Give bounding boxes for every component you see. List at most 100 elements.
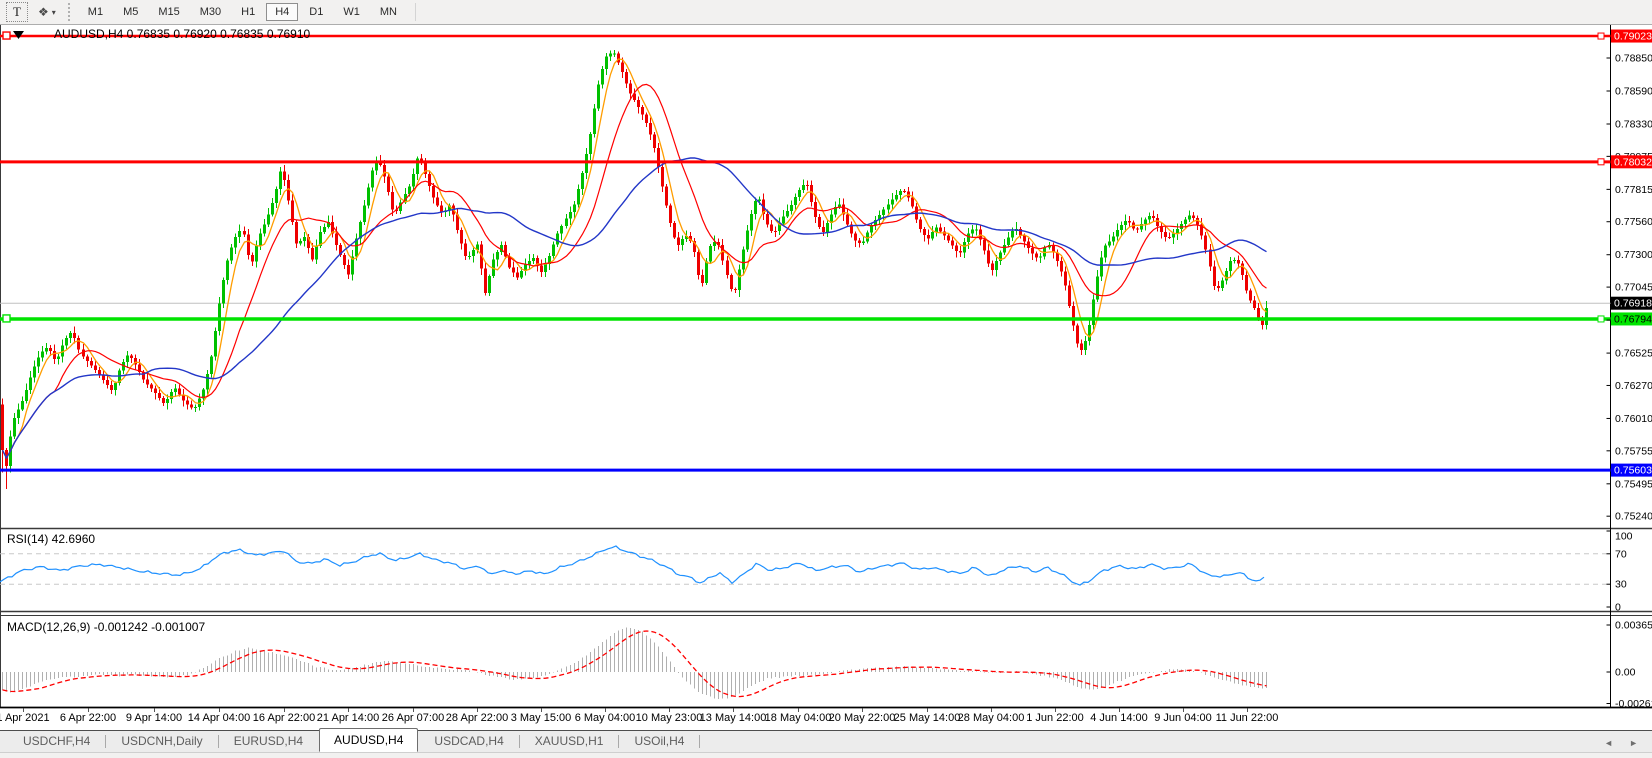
text-tool-icon: T — [13, 4, 21, 19]
chart-tab-bar: USDCHF,H4 USDCNH,Daily EURUSD,H4 AUDUSD,H4 U… — [0, 728, 1652, 752]
chart-tab-usdcad-h4[interactable]: USDCAD,H4 — [434, 734, 504, 748]
svg-text:0.79023: 0.79023 — [1614, 31, 1652, 43]
svg-text:28 Apr 22:00: 28 Apr 22:00 — [446, 712, 508, 724]
tab-separator — [699, 735, 701, 748]
svg-text:9 Jun 04:00: 9 Jun 04:00 — [1154, 712, 1212, 724]
timeframe-button-h1[interactable]: H1 — [241, 6, 256, 18]
svg-text:18 May 04:00: 18 May 04:00 — [765, 712, 832, 724]
tab-separator — [217, 735, 219, 748]
timeframe-button-group: M1 M5 M15 M30 H1 H4 D1 W1 MN — [78, 3, 407, 21]
price-badge — [1611, 296, 1652, 310]
toolbar-separator — [414, 3, 416, 21]
svg-text:25 May 14:00: 25 May 14:00 — [894, 712, 961, 724]
status-strip — [0, 752, 1652, 758]
svg-text:10 May 23:00: 10 May 23:00 — [636, 712, 703, 724]
timeframe-button-m1[interactable]: M1 — [87, 6, 104, 18]
svg-text:6 May 04:00: 6 May 04:00 — [575, 712, 636, 724]
candles-layer — [1, 49, 1268, 490]
svg-text:1 Jun 22:00: 1 Jun 22:00 — [1026, 712, 1084, 724]
svg-text:100: 100 — [1615, 531, 1633, 543]
svg-text:6 Apr 22:00: 6 Apr 22:00 — [60, 712, 116, 724]
svg-text:70: 70 — [1615, 548, 1627, 560]
toolbar-grip — [67, 3, 70, 21]
timeframe-button-mn[interactable]: MN — [379, 6, 397, 18]
price-badge — [1611, 463, 1652, 477]
timeframe-button-w1[interactable]: W1 — [343, 6, 360, 18]
panel-borders — [0, 24, 1652, 709]
toolbar: T ❖ ▾ M1 M5 M15 M30 H1 H4 D1 W1 MN — [0, 0, 1652, 25]
macd-histogram — [2, 627, 1267, 699]
svg-text:20 May 22:00: 20 May 22:00 — [829, 712, 896, 724]
svg-text:0.76270: 0.76270 — [1615, 380, 1652, 392]
svg-text:9 Apr 14:00: 9 Apr 14:00 — [126, 712, 182, 724]
svg-text:0.76794: 0.76794 — [1614, 313, 1652, 325]
price-badge — [1611, 29, 1652, 43]
svg-text:4 Jun 14:00: 4 Jun 14:00 — [1090, 712, 1148, 724]
svg-text:-0.002611: -0.002611 — [1615, 698, 1652, 710]
tab-separator — [518, 735, 520, 748]
tabs-scroll-right-icon[interactable]: ► — [1629, 738, 1638, 748]
svg-text:0.003658: 0.003658 — [1615, 620, 1652, 632]
chart-tab-eurusd-h4[interactable]: EURUSD,H4 — [233, 734, 304, 748]
svg-text:21 Apr 14:00: 21 Apr 14:00 — [317, 712, 379, 724]
svg-text:14 Apr 04:00: 14 Apr 04:00 — [188, 712, 250, 724]
svg-text:0.78850: 0.78850 — [1615, 53, 1652, 65]
macd-panel: 0.003658 0.00 -0.002611 — [2, 620, 1652, 710]
svg-text:0.78032: 0.78032 — [1614, 156, 1652, 168]
macd-indicator-label: MACD(12,26,9) -0.001242 -0.001007 — [7, 620, 206, 634]
chart-tab-usoil-h4[interactable]: USOil,H4 — [634, 734, 685, 748]
horizontal-levels — [0, 31, 1611, 472]
rsi-panel: 100 70 30 0 — [0, 530, 1633, 614]
svg-text:0.00: 0.00 — [1615, 667, 1636, 679]
timeframe-button-d1[interactable]: D1 — [309, 6, 324, 18]
tabs-scroll-left-icon[interactable]: ◄ — [1604, 738, 1614, 748]
price-badge — [1611, 155, 1652, 169]
svg-text:16 Apr 22:00: 16 Apr 22:00 — [253, 712, 315, 724]
ma-slow-line — [1, 157, 1267, 460]
svg-text:0: 0 — [1615, 602, 1621, 614]
tab-scroll-arrows: ◄ ► — [1604, 739, 1638, 748]
svg-text:3 May 15:00: 3 May 15:00 — [511, 712, 572, 724]
price-badge — [1611, 312, 1652, 326]
text-tool-button[interactable]: T — [6, 2, 28, 22]
chart-title: AUDUSD,H4 0.76835 0.76920 0.76835 0.7691… — [54, 27, 311, 41]
chart-tab-usdcnh-daily[interactable]: USDCNH,Daily — [121, 734, 203, 748]
timeframe-button-h4[interactable]: H4 — [266, 3, 299, 21]
chart-tab-usdchf-h4[interactable]: USDCHF,H4 — [23, 734, 91, 748]
svg-text:0.75240: 0.75240 — [1615, 511, 1652, 523]
svg-text:13 May 14:00: 13 May 14:00 — [700, 712, 767, 724]
svg-text:1 Apr 2021: 1 Apr 2021 — [0, 712, 50, 724]
tab-separator — [618, 735, 620, 748]
svg-text:0.75495: 0.75495 — [1615, 478, 1652, 490]
ma-fast-line — [1, 58, 1267, 460]
timeframe-button-m5[interactable]: M5 — [123, 6, 139, 18]
svg-text:0.77560: 0.77560 — [1615, 216, 1652, 228]
svg-text:11 Jun 22:00: 11 Jun 22:00 — [1216, 712, 1279, 724]
svg-text:0.76918: 0.76918 — [1614, 298, 1652, 310]
svg-text:30: 30 — [1615, 579, 1627, 591]
svg-text:28 May 04:00: 28 May 04:00 — [958, 712, 1025, 724]
date-axis: 1 Apr 2021 6 Apr 22:00 9 Apr 14:00 14 Apr 0… — [0, 708, 1279, 724]
timeframe-button-m15[interactable]: M15 — [158, 6, 180, 18]
chart-tab-audusd-h4[interactable]: AUDUSD,H4 — [319, 728, 419, 752]
rsi-indicator-label: RSI(14) 42.6960 — [7, 532, 96, 546]
tab-separator — [105, 735, 107, 748]
svg-text:0.77300: 0.77300 — [1615, 249, 1652, 261]
chart-tab-xauusd-h1[interactable]: XAUUSD,H1 — [534, 734, 604, 748]
svg-text:0.76525: 0.76525 — [1615, 348, 1652, 360]
svg-text:0.75755: 0.75755 — [1615, 445, 1652, 457]
chart-tab-list: USDCHF,H4 USDCNH,Daily EURUSD,H4 AUDUSD,H4 U… — [10, 728, 702, 752]
arrows-icon: ❖ — [38, 5, 49, 19]
object-anchor-icon — [13, 31, 24, 39]
svg-text:0.75603: 0.75603 — [1614, 465, 1652, 477]
price-axis: 0.788500.785900.783300.780750.778150.775… — [1606, 29, 1652, 523]
chevron-down-icon: ▾ — [51, 7, 56, 17]
timeframe-button-m30[interactable]: M30 — [199, 6, 222, 18]
macd-signal-line — [2, 630, 1267, 698]
svg-text:26 Apr 07:00: 26 Apr 07:00 — [382, 712, 444, 724]
svg-text:0.76010: 0.76010 — [1615, 413, 1652, 425]
shapes-tool-button[interactable]: ❖ ▾ — [36, 3, 58, 21]
ma-mid-line — [1, 83, 1267, 460]
